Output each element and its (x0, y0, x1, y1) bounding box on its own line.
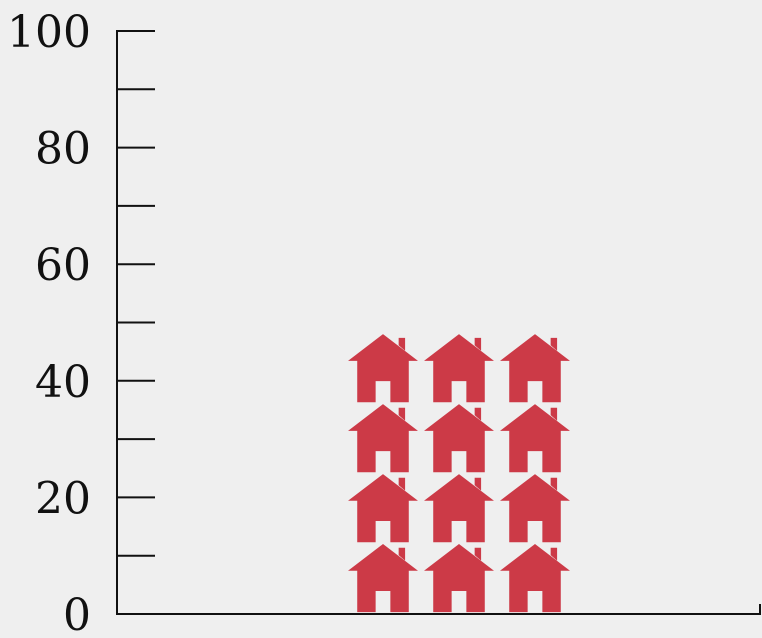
house-icon (348, 474, 418, 543)
house-icon (424, 404, 494, 473)
house-icon (424, 544, 494, 613)
y-tick-label: 20 (35, 473, 91, 524)
y-tick-label: 60 (35, 240, 91, 291)
y-tick-label: 0 (63, 590, 91, 638)
house-icon (348, 334, 418, 403)
house-icon (424, 334, 494, 403)
house-icon-stack (348, 334, 570, 613)
house-icon (500, 474, 570, 543)
house-icon (348, 404, 418, 473)
x-axis (116, 604, 761, 615)
house-icon (424, 474, 494, 543)
house-icon (500, 334, 570, 403)
y-axis: 0 20 40 60 80 100 (7, 7, 155, 638)
house-icon (348, 544, 418, 613)
y-tick-label: 80 (35, 124, 91, 175)
y-tick-label: 40 (35, 357, 91, 408)
house-icon (500, 404, 570, 473)
house-icon (500, 544, 570, 613)
y-tick-label: 100 (7, 7, 91, 58)
